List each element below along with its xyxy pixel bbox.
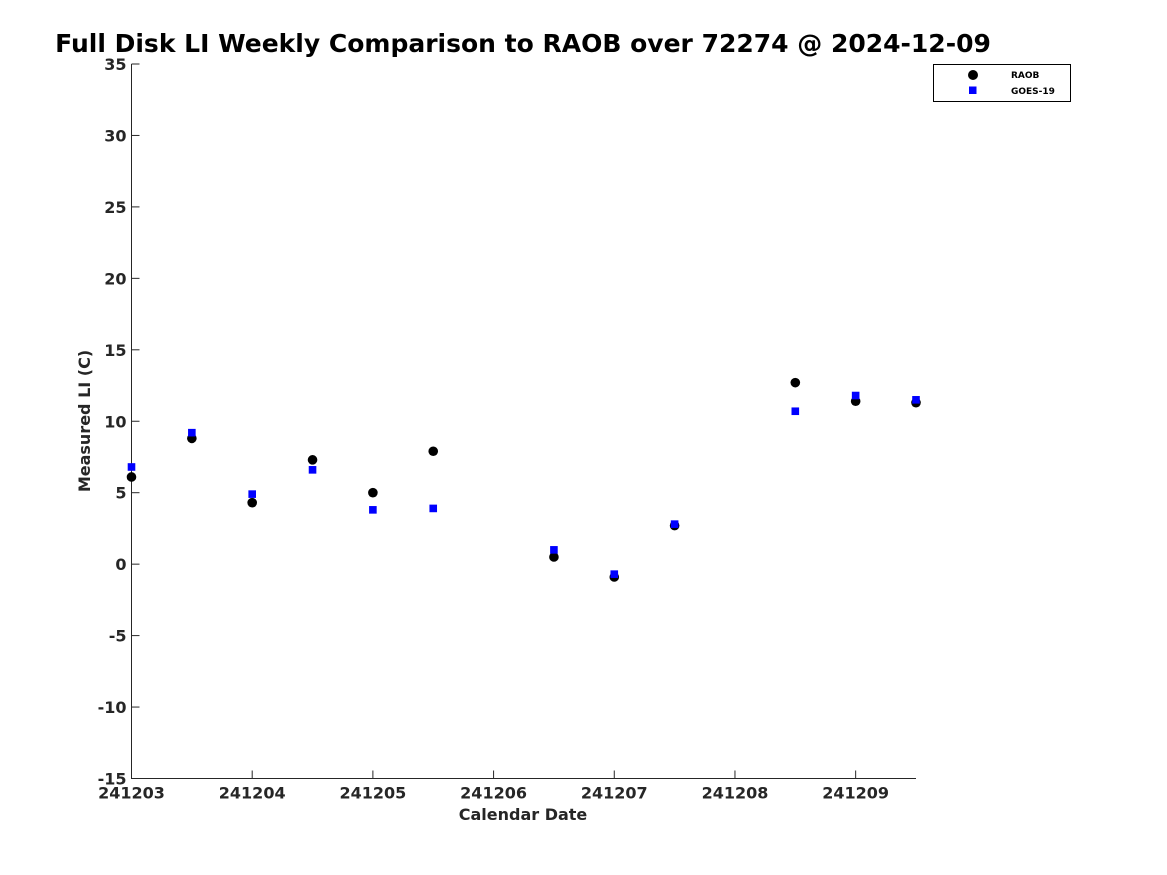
y-tick-label: 15 (104, 341, 126, 360)
legend-marker-raob (968, 70, 978, 80)
point-raob (126, 472, 137, 482)
y-tick-label: 5 (115, 484, 126, 503)
plot-axes (131, 64, 916, 779)
x-tick-label: 241203 (98, 784, 165, 803)
point-raob (247, 497, 257, 508)
point-raob (428, 446, 439, 457)
point-goes-19 (670, 520, 679, 528)
y-tick-label: 0 (115, 555, 126, 574)
x-tick-label: 241206 (460, 784, 527, 803)
point-goes-19 (308, 466, 317, 474)
y-tick-label: -5 (109, 627, 127, 646)
point-goes-19 (851, 391, 860, 400)
point-goes-19 (610, 570, 619, 578)
x-tick-label: 241208 (702, 784, 769, 803)
point-goes-19 (429, 504, 438, 513)
x-tick-label: 241209 (822, 784, 889, 803)
point-raob (368, 487, 378, 498)
x-tick-label: 241204 (219, 784, 286, 803)
y-tick-label: 25 (104, 198, 126, 217)
legend-label-goes-19: GOES-19 (1011, 87, 1055, 97)
point-goes-19 (188, 428, 196, 437)
point-raob (790, 377, 801, 388)
legend-marker-goes-19 (969, 86, 977, 94)
point-goes-19 (912, 396, 920, 404)
point-raob (549, 552, 559, 562)
legend-label-raob: RAOB (1011, 71, 1040, 81)
x-tick-label: 241205 (339, 784, 406, 803)
chart-title: Full Disk LI Weekly Comparison to RAOB o… (55, 29, 991, 58)
point-goes-19 (369, 506, 377, 514)
data-points (126, 377, 921, 582)
x-tick-label: 241207 (581, 784, 648, 803)
y-tick-label: 30 (104, 126, 126, 145)
point-goes-19 (550, 546, 558, 554)
y-tick-label: -10 (98, 698, 127, 717)
point-raob (307, 455, 318, 465)
y-axis-ticks: -15 -10 -5 0 5 10 15 20 25 30 35 (98, 55, 140, 789)
x-axis-ticks: 241203 241204 241205 241206 241207 241208 2412… (98, 770, 889, 803)
y-tick-label: 20 (104, 269, 126, 288)
y-tick-label: 35 (104, 55, 126, 74)
x-axis-label: Calendar Date (459, 805, 588, 824)
y-axis-label: Measured LI (C) (75, 350, 94, 492)
point-goes-19 (248, 490, 256, 498)
point-goes-19 (127, 463, 136, 471)
legend: RAOB GOES-19 (933, 64, 1071, 102)
y-tick-label: -15 (98, 770, 127, 789)
legend-box (933, 64, 1071, 102)
y-tick-label: 10 (104, 412, 126, 431)
point-goes-19 (791, 407, 800, 416)
